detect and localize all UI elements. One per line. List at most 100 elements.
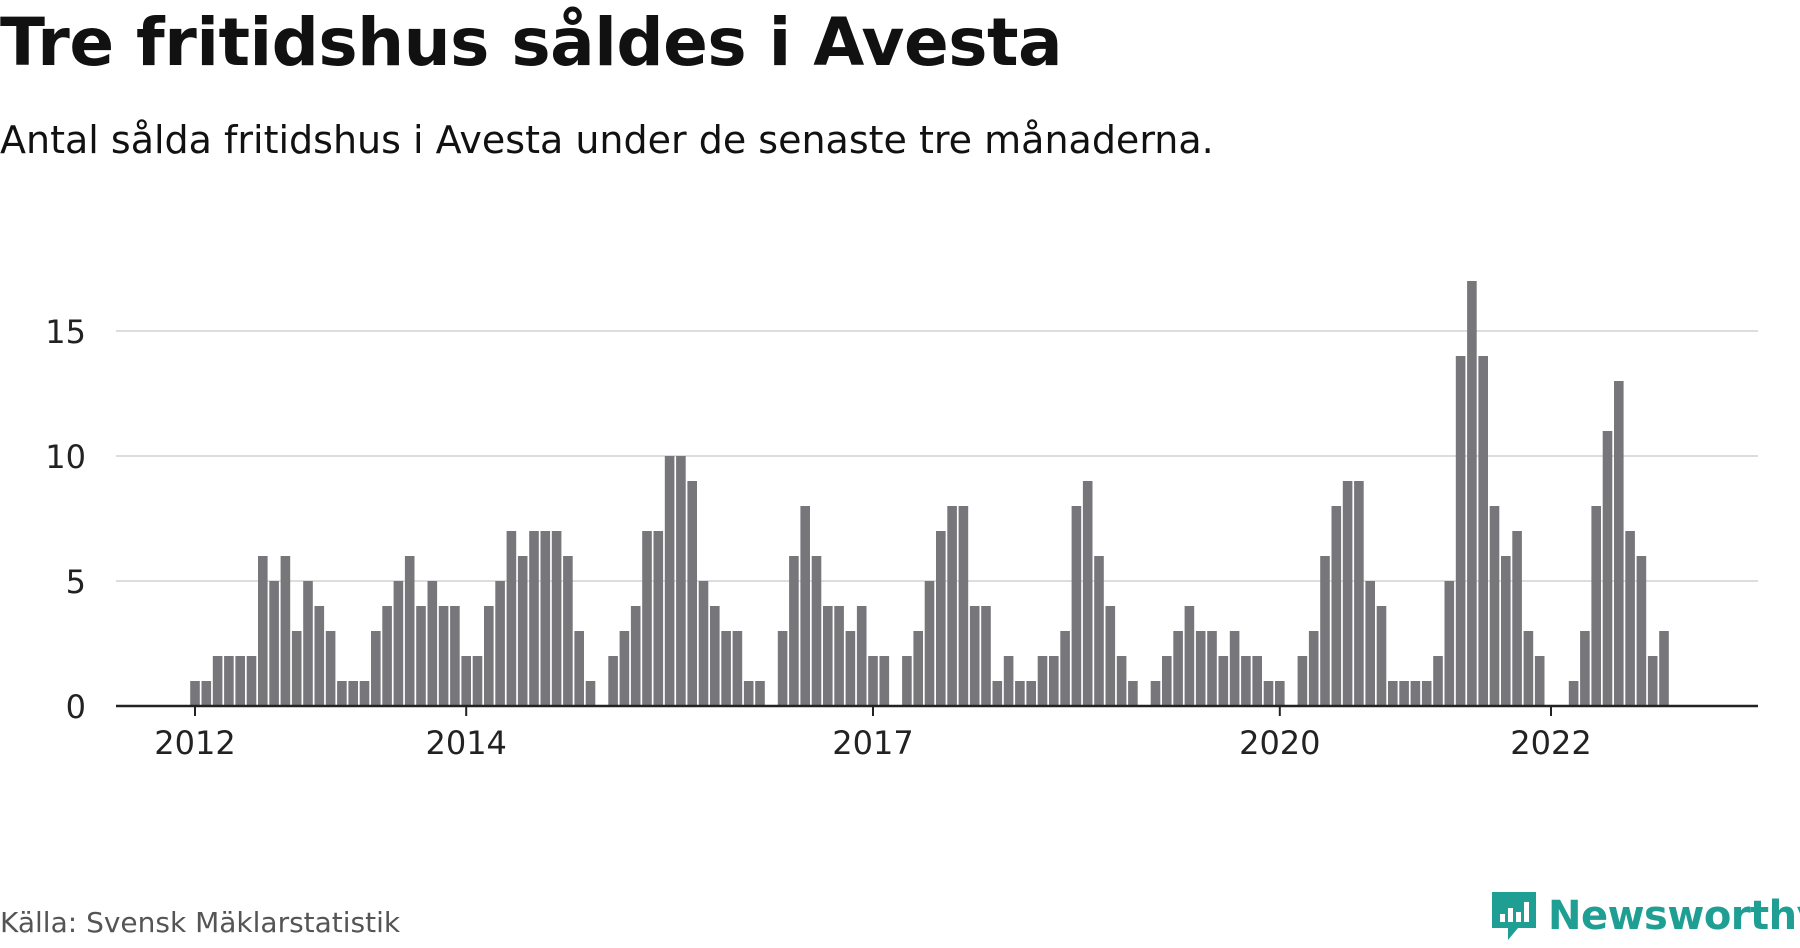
bar bbox=[834, 606, 844, 706]
bar bbox=[1602, 431, 1613, 706]
bar bbox=[529, 531, 539, 706]
bar bbox=[1501, 556, 1511, 706]
bar bbox=[1252, 656, 1262, 706]
bar bbox=[868, 656, 878, 706]
bar bbox=[551, 531, 562, 706]
bar bbox=[755, 681, 765, 706]
bar bbox=[1591, 506, 1601, 706]
bar bbox=[1195, 631, 1206, 706]
bar bbox=[1184, 606, 1195, 706]
bar bbox=[1467, 281, 1477, 706]
bar bbox=[1534, 656, 1545, 706]
bar bbox=[427, 581, 438, 706]
bar bbox=[619, 631, 630, 706]
bar bbox=[517, 556, 528, 706]
x-tick-label: 2020 bbox=[1239, 724, 1320, 762]
bar bbox=[1116, 656, 1127, 706]
bar bbox=[1512, 531, 1522, 706]
bar bbox=[1320, 556, 1330, 706]
bar bbox=[382, 606, 392, 706]
bar bbox=[325, 631, 336, 706]
bar bbox=[1478, 356, 1488, 706]
bar bbox=[721, 631, 731, 706]
bar bbox=[936, 531, 946, 706]
bar bbox=[190, 681, 200, 706]
bar bbox=[291, 631, 302, 706]
bar bbox=[1659, 631, 1669, 706]
bar bbox=[1455, 356, 1466, 706]
bar bbox=[856, 606, 867, 706]
bar bbox=[676, 456, 686, 706]
bar bbox=[879, 656, 890, 706]
bar bbox=[642, 531, 652, 706]
bar bbox=[823, 606, 833, 706]
bar bbox=[258, 556, 268, 706]
bar bbox=[1388, 681, 1398, 706]
bar bbox=[902, 656, 912, 706]
bar bbox=[1647, 656, 1658, 706]
bar bbox=[1523, 631, 1534, 706]
y-tick-label: 5 bbox=[66, 563, 86, 601]
bar bbox=[743, 681, 754, 706]
bar bbox=[450, 606, 460, 706]
bar bbox=[506, 531, 517, 706]
x-tick-label: 2014 bbox=[425, 724, 506, 762]
bar bbox=[484, 606, 494, 706]
bar bbox=[438, 606, 449, 706]
bar bbox=[563, 556, 573, 706]
newsworthy-logo-icon bbox=[1492, 892, 1536, 940]
bar bbox=[1275, 681, 1285, 706]
bar bbox=[416, 606, 426, 706]
bar bbox=[958, 506, 969, 706]
bar bbox=[246, 656, 257, 706]
bar bbox=[1049, 656, 1059, 706]
bar bbox=[1218, 656, 1229, 706]
bar bbox=[732, 631, 743, 706]
bar bbox=[1489, 506, 1500, 706]
chart-title: Tre fritidshus såldes i Avesta bbox=[0, 4, 1063, 81]
bar bbox=[235, 656, 245, 706]
bar bbox=[1444, 581, 1455, 706]
bar bbox=[1399, 681, 1409, 706]
bar bbox=[924, 581, 935, 706]
bar bbox=[585, 681, 596, 706]
bar bbox=[404, 556, 415, 706]
bar bbox=[981, 606, 991, 706]
newsworthy-logo: Newsworthy bbox=[1488, 888, 1800, 944]
bar bbox=[1037, 656, 1048, 706]
bar bbox=[1229, 631, 1240, 706]
bar bbox=[1614, 381, 1624, 706]
x-tick-label: 2017 bbox=[832, 724, 913, 762]
bar bbox=[280, 556, 291, 706]
x-tick-label: 2012 bbox=[154, 724, 235, 762]
bar bbox=[1094, 556, 1104, 706]
bar bbox=[461, 656, 471, 706]
bar bbox=[1636, 556, 1647, 706]
brand-name: Newsworthy bbox=[1548, 893, 1800, 939]
bar bbox=[1365, 581, 1375, 706]
bar bbox=[992, 681, 1003, 706]
bar bbox=[269, 581, 279, 706]
bar bbox=[1376, 606, 1387, 706]
bar bbox=[608, 656, 618, 706]
bar bbox=[1071, 506, 1082, 706]
bar bbox=[1433, 656, 1443, 706]
bar bbox=[1162, 656, 1172, 706]
bar bbox=[1128, 681, 1138, 706]
y-tick-label: 0 bbox=[66, 688, 86, 726]
bar bbox=[710, 606, 720, 706]
bar bbox=[472, 656, 483, 706]
bar bbox=[811, 556, 822, 706]
bar bbox=[1354, 481, 1364, 706]
bar bbox=[1331, 506, 1342, 706]
x-tick-label: 2022 bbox=[1510, 724, 1591, 762]
y-tick-label: 10 bbox=[45, 438, 86, 476]
bar bbox=[698, 581, 709, 706]
bar bbox=[212, 656, 223, 706]
bar bbox=[1308, 631, 1319, 706]
bar bbox=[1410, 681, 1421, 706]
bar bbox=[201, 681, 212, 706]
bar bbox=[359, 681, 370, 706]
bar bbox=[224, 656, 234, 706]
